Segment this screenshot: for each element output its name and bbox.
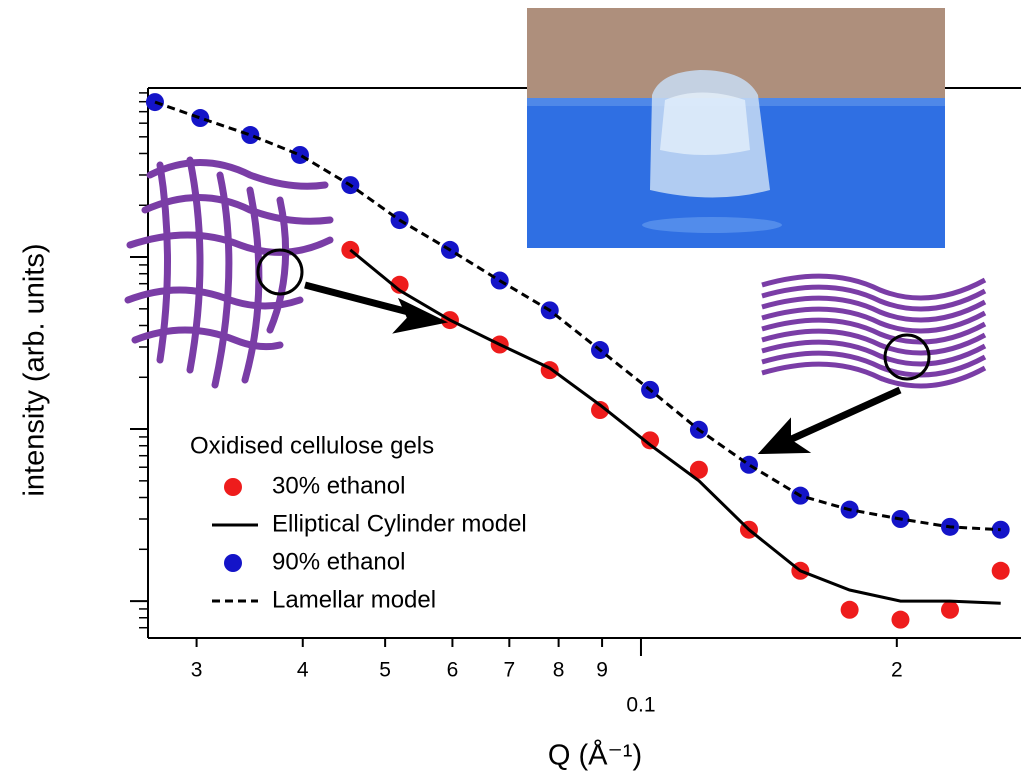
- y-axis-label: intensity (arb. units): [19, 243, 51, 496]
- data-point: [992, 562, 1010, 580]
- x-tick-label: 5: [379, 659, 391, 682]
- legend-label: 30% ethanol: [272, 472, 405, 499]
- illustrations: [128, 8, 985, 453]
- legend: Oxidised cellulose gels 30% ethanol Ellipt…: [190, 432, 527, 613]
- data-point: [146, 93, 164, 111]
- data-point: [740, 456, 758, 474]
- lamellae: [762, 276, 985, 386]
- data-point: [241, 126, 259, 144]
- fibre-network: [128, 160, 330, 385]
- model-line: [350, 250, 1000, 603]
- legend-label: Lamellar model: [272, 586, 436, 613]
- x-axis-label: Q (Å⁻¹): [548, 739, 642, 772]
- legend-marker: [224, 478, 242, 496]
- data-point: [291, 146, 309, 164]
- legend-label: 90% ethanol: [272, 548, 405, 575]
- x-tick-label: 8: [553, 659, 565, 682]
- data-point: [941, 601, 959, 619]
- x-tick-label: 6: [447, 659, 459, 682]
- x-tick-label: 9: [596, 659, 608, 682]
- x-tick-label: 3: [191, 659, 203, 682]
- data-point: [191, 109, 209, 127]
- legend-label: Elliptical Cylinder model: [272, 510, 527, 537]
- data-point: [841, 601, 859, 619]
- photo-inset: [527, 8, 945, 248]
- legend-title: Oxidised cellulose gels: [190, 432, 434, 459]
- legend-marker: [224, 554, 242, 572]
- data-point: [891, 611, 909, 629]
- x-tick-label: 4: [297, 659, 309, 682]
- chart: 3 4 5 6 7 8 9 0.1 2 Q (Å⁻¹) intensity (arb. units)…: [0, 0, 1021, 779]
- x-tick-label: 2: [891, 659, 903, 682]
- x-tick-label: 0.1: [626, 694, 655, 717]
- x-tick-label: 7: [503, 659, 515, 682]
